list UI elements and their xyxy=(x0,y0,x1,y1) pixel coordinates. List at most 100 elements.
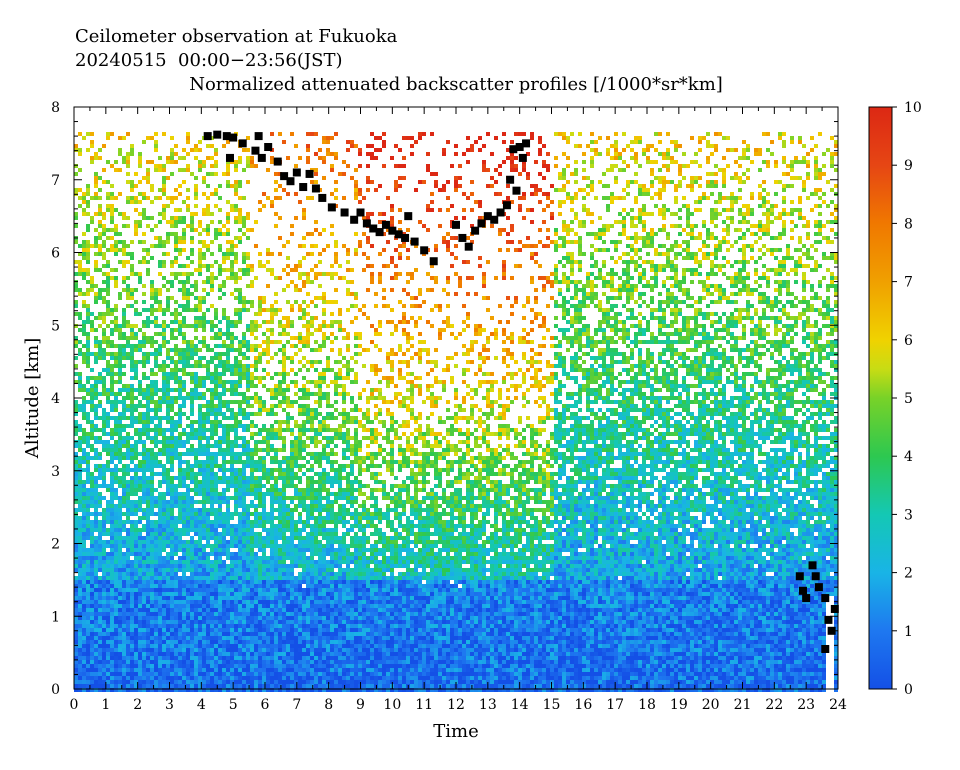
heatmap-cell xyxy=(790,208,794,212)
heatmap-cell xyxy=(734,196,738,200)
heatmap-cell xyxy=(578,340,582,344)
heatmap-cell xyxy=(74,260,78,264)
heatmap-cell xyxy=(806,372,810,376)
heatmap-cell xyxy=(638,236,642,240)
heatmap-cell xyxy=(790,316,794,320)
heatmap-cell xyxy=(670,312,674,316)
heatmap-cell xyxy=(106,272,110,276)
heatmap-cell xyxy=(778,328,782,332)
heatmap-cell xyxy=(110,380,114,384)
heatmap-cell xyxy=(834,140,838,144)
heatmap-cell xyxy=(690,328,694,332)
heatmap-cell xyxy=(154,144,158,148)
heatmap-cell xyxy=(442,148,446,152)
heatmap-cell xyxy=(622,280,626,284)
heatmap-cell xyxy=(430,208,434,212)
heatmap-cell xyxy=(558,288,562,292)
heatmap-cell xyxy=(242,400,246,404)
heatmap-cell xyxy=(270,252,274,256)
heatmap-cell xyxy=(194,376,198,380)
heatmap-cell xyxy=(518,384,522,388)
heatmap-cell xyxy=(726,328,730,332)
heatmap-cell xyxy=(278,252,282,256)
heatmap-cell xyxy=(738,288,742,292)
heatmap-cell xyxy=(594,284,598,288)
heatmap-cell xyxy=(818,176,822,180)
heatmap-cell xyxy=(682,316,686,320)
heatmap-cell xyxy=(774,332,778,336)
heatmap-cell xyxy=(202,180,206,184)
heatmap-cell xyxy=(798,200,802,204)
heatmap-cell xyxy=(106,276,110,280)
heatmap-cell xyxy=(698,372,702,376)
heatmap-cell xyxy=(670,284,674,288)
heatmap-cell xyxy=(590,372,594,376)
heatmap-cell xyxy=(170,136,174,140)
heatmap-cell xyxy=(94,344,98,348)
heatmap-cell xyxy=(642,328,646,332)
heatmap-cell xyxy=(298,336,302,340)
heatmap-cell xyxy=(578,244,582,248)
heatmap-cell xyxy=(86,200,90,204)
heatmap-cell xyxy=(774,248,778,252)
heatmap-cell xyxy=(278,196,282,200)
heatmap-cell xyxy=(318,252,322,256)
heatmap-cell xyxy=(446,140,450,144)
heatmap-cell xyxy=(206,212,210,216)
heatmap-cell xyxy=(746,288,750,292)
heatmap-cell xyxy=(754,328,758,332)
heatmap-cell xyxy=(178,184,182,188)
heatmap-cell xyxy=(754,260,758,264)
heatmap-cell xyxy=(574,216,578,220)
heatmap-cell xyxy=(630,340,634,344)
heatmap-cell xyxy=(706,144,710,148)
heatmap-cell xyxy=(758,224,762,228)
heatmap-cell xyxy=(138,388,142,392)
heatmap-cell xyxy=(298,288,302,292)
heatmap-cell xyxy=(74,172,78,176)
heatmap-cell xyxy=(506,336,510,340)
heatmap-cell xyxy=(538,368,542,372)
heatmap-cell xyxy=(586,324,590,328)
heatmap-cell xyxy=(82,388,86,392)
heatmap-cell xyxy=(774,340,778,344)
heatmap-cell xyxy=(286,356,290,360)
heatmap-cell xyxy=(238,300,242,304)
heatmap-cell xyxy=(174,244,178,248)
heatmap-cell xyxy=(666,296,670,300)
heatmap-cell xyxy=(234,320,238,324)
heatmap-cell xyxy=(538,136,542,140)
heatmap-cell xyxy=(806,220,810,224)
heatmap-cell xyxy=(538,276,542,280)
heatmap-cell xyxy=(722,364,726,368)
heatmap-cell xyxy=(482,164,486,168)
heatmap-cell xyxy=(546,164,550,168)
heatmap-cell xyxy=(178,328,182,332)
heatmap-cell xyxy=(630,244,634,248)
heatmap-cell xyxy=(686,216,690,220)
heatmap-cell xyxy=(806,164,810,168)
heatmap-cell xyxy=(462,368,466,372)
heatmap-cell xyxy=(678,300,682,304)
heatmap-cell xyxy=(806,360,810,364)
heatmap-cell xyxy=(718,368,722,372)
heatmap-cell xyxy=(82,344,86,348)
heatmap-cell xyxy=(466,236,470,240)
heatmap-cell xyxy=(654,364,658,368)
heatmap-cell xyxy=(558,352,562,356)
heatmap-cell xyxy=(126,152,130,156)
heatmap-cell xyxy=(718,200,722,204)
heatmap-cell xyxy=(342,356,346,360)
heatmap-cell xyxy=(174,232,178,236)
heatmap-cell xyxy=(662,376,666,380)
heatmap-cell xyxy=(586,388,590,392)
heatmap-cell xyxy=(190,220,194,224)
heatmap-cell xyxy=(650,356,654,360)
heatmap-cell xyxy=(726,208,730,212)
heatmap-cell xyxy=(802,216,806,220)
heatmap-cell xyxy=(230,292,234,296)
heatmap-cell xyxy=(418,352,422,356)
heatmap-cell xyxy=(254,328,258,332)
heatmap-cell xyxy=(302,364,306,368)
heatmap-cell xyxy=(130,288,134,292)
